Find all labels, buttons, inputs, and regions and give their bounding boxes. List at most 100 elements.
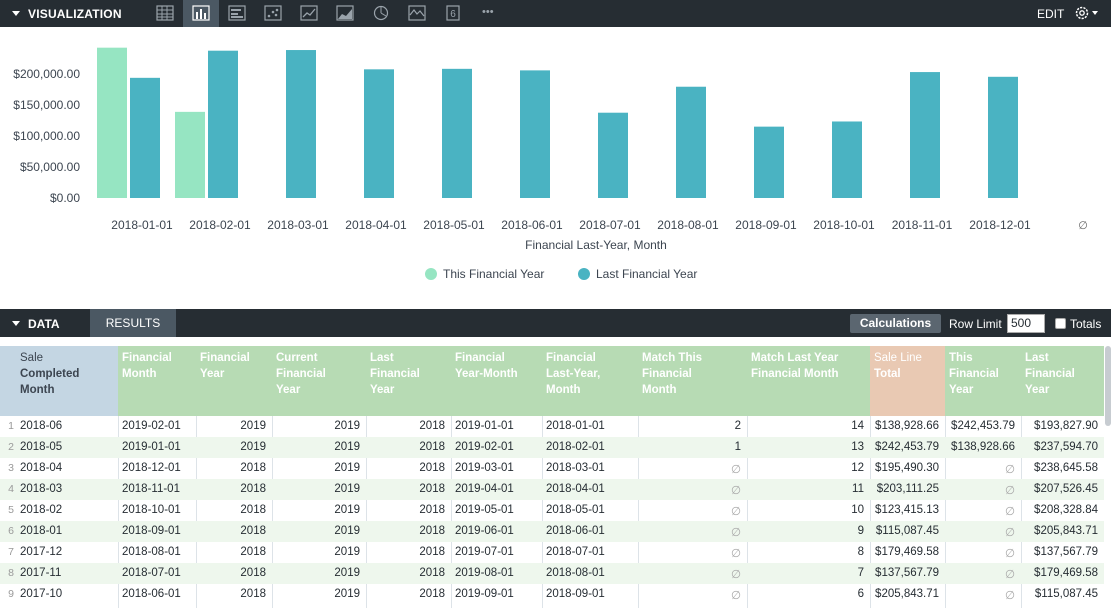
table-cell-sale-line-total: $123,415.13 <box>875 504 939 516</box>
vertical-scrollbar[interactable] <box>1105 346 1111 426</box>
table-cell-match-this-financial-month: ∅ <box>730 485 741 497</box>
column-divider <box>451 416 452 608</box>
table-cell-financial-last-year-month: 2018-08-01 <box>546 567 605 579</box>
table-cell-financial-month: 2019-01-01 <box>122 441 181 453</box>
table-row[interactable]: 1 2018-06 2019-02-01 2019 2019 2018 2019-01-01… <box>0 416 1104 437</box>
header-text: Last-Year, <box>546 368 601 380</box>
table-row[interactable]: 6 2018-01 2018-09-01 2018 2019 2018 2019-06-01… <box>0 521 1104 542</box>
table-cell-financial-year-month: 2019-08-01 <box>455 567 514 579</box>
header-text: Financial <box>200 352 250 364</box>
column-header-financial-year-month[interactable]: Financial Year-Month <box>451 346 542 416</box>
column-header-financial-year[interactable]: Financial Year <box>196 346 272 416</box>
column-chart-icon <box>192 5 210 21</box>
column-header-sale-completed-month[interactable]: Sale Completed Month <box>0 346 118 416</box>
x-tick-label: 2018-08-01 <box>657 218 719 232</box>
caret-down-icon <box>12 11 20 16</box>
column-header-match-last-year-financial-month[interactable]: Match Last Year Financial Month <box>747 346 870 416</box>
header-text: Month <box>122 368 157 380</box>
x-tick-label: 2018-07-01 <box>579 218 641 232</box>
bar-chart-icon <box>228 5 246 21</box>
table-cell-financial-last-year-month: 2018-05-01 <box>546 504 605 516</box>
table-cell-current-financial-year: 2019 <box>334 546 360 558</box>
row-limit-input[interactable]: 500 <box>1007 314 1045 333</box>
pie-viz-button[interactable] <box>363 0 399 27</box>
table-cell-match-last-year-financial-month: 7 <box>857 567 864 579</box>
header-text: Financial <box>949 368 999 380</box>
column-header-financial-month[interactable]: Financial Month <box>118 346 196 416</box>
single-value-viz-button[interactable]: 6 <box>435 0 471 27</box>
column-header-match-this-financial-month[interactable]: Match This Financial Month <box>638 346 747 416</box>
visualization-toggle[interactable]: VISUALIZATION <box>12 7 122 21</box>
table-cell-current-financial-year: 2019 <box>334 420 360 432</box>
row-number: 6 <box>8 525 14 537</box>
bar-last-financial-year <box>988 76 1018 198</box>
row-limit-label: Row Limit <box>949 317 1002 331</box>
table-row[interactable]: 8 2017-11 2018-07-01 2018 2019 2018 2019-08-01… <box>0 563 1104 584</box>
column-divider <box>747 416 748 608</box>
map-viz-button[interactable] <box>399 0 435 27</box>
table-cell-financial-year: 2018 <box>240 546 266 558</box>
legend-swatch <box>425 268 437 280</box>
row-number: 3 <box>8 462 14 474</box>
line-viz-button[interactable] <box>291 0 327 27</box>
table-cell-sale-completed-month: 2018-03 <box>20 483 63 495</box>
totals-checkbox[interactable] <box>1055 318 1066 329</box>
bar-last-financial-year <box>364 69 394 198</box>
column-header-last-financial-year-field[interactable]: Last Financial Year <box>366 346 451 416</box>
table-cell-sale-completed-month: 2018-02 <box>20 504 63 516</box>
table-row[interactable]: 3 2018-04 2018-12-01 2018 2019 2018 2019-03-01… <box>0 458 1104 479</box>
table-cell-financial-year: 2019 <box>240 441 266 453</box>
table-row[interactable]: 2 2018-05 2019-01-01 2019 2019 2018 2019-02-01… <box>0 437 1104 458</box>
table-cell-financial-last-year-month: 2018-03-01 <box>546 462 605 474</box>
y-tick-label: $0.00 <box>50 191 80 205</box>
table-cell-last-financial-year: $193,827.90 <box>1034 420 1098 432</box>
header-text: Month <box>642 384 677 396</box>
table-cell-this-financial-year: ∅ <box>1004 569 1015 581</box>
area-viz-button[interactable] <box>327 0 363 27</box>
table-cell-match-this-financial-month: ∅ <box>730 464 741 476</box>
header-text: Last <box>370 352 394 364</box>
table-row[interactable]: 4 2018-03 2018-11-01 2018 2019 2018 2019-04-01… <box>0 479 1104 500</box>
scatter-viz-button[interactable] <box>255 0 291 27</box>
table-cell-sale-completed-month: 2018-04 <box>20 462 63 474</box>
header-text: This <box>949 352 973 364</box>
column-divider <box>945 416 946 608</box>
bar-last-financial-year <box>208 50 238 198</box>
tab-results[interactable]: RESULTS <box>90 309 176 337</box>
row-number: 1 <box>8 420 14 432</box>
column-header-sale-line-total[interactable]: Sale Line Total <box>870 346 945 416</box>
visualization-toolbar: VISUALIZATION 6 ••• EDIT <box>0 0 1111 27</box>
column-header-current-financial-year[interactable]: Current Financial Year <box>272 346 366 416</box>
table-cell-match-last-year-financial-month: 10 <box>851 504 864 516</box>
column-header-this-financial-year[interactable]: This Financial Year <box>945 346 1021 416</box>
edit-button[interactable]: EDIT <box>1037 7 1065 21</box>
table-cell-financial-month: 2019-02-01 <box>122 420 181 432</box>
bar-viz-button[interactable] <box>219 0 255 27</box>
column-header-last-financial-year[interactable]: Last Financial Year <box>1021 346 1104 416</box>
table-row[interactable]: 9 2017-10 2018-06-01 2018 2019 2018 2019-09-01… <box>0 584 1104 605</box>
table-cell-match-last-year-financial-month: 13 <box>851 441 864 453</box>
calculations-button[interactable]: Calculations <box>850 314 941 333</box>
column-divider <box>118 416 119 608</box>
more-viz-button[interactable]: ••• <box>471 0 507 27</box>
column-header-financial-last-year-month[interactable]: Financial Last-Year, Month <box>542 346 638 416</box>
scatter-chart-icon <box>264 5 282 21</box>
row-number: 5 <box>8 504 14 516</box>
table-row[interactable]: 7 2017-12 2018-08-01 2018 2019 2018 2019-07-01… <box>0 542 1104 563</box>
legend-swatch <box>578 268 590 280</box>
y-tick-label: $150,000.00 <box>13 98 80 112</box>
table-cell-financial-year-month: 2019-05-01 <box>455 504 514 516</box>
table-cell-financial-year: 2018 <box>240 588 266 600</box>
table-row[interactable]: 5 2018-02 2018-10-01 2018 2019 2018 2019-05-01… <box>0 500 1104 521</box>
data-toggle[interactable]: DATA <box>12 317 60 331</box>
column-divider <box>870 416 871 608</box>
table-cell-financial-year-month: 2019-07-01 <box>455 546 514 558</box>
column-viz-button[interactable] <box>183 0 219 27</box>
table-cell-sale-completed-month: 2018-06 <box>20 420 63 432</box>
table-viz-button[interactable] <box>147 0 183 27</box>
table-cell-match-this-financial-month: ∅ <box>730 569 741 581</box>
settings-button[interactable] <box>1074 4 1102 27</box>
table-cell-match-last-year-financial-month: 9 <box>857 525 864 537</box>
table-cell-sale-completed-month: 2017-11 <box>20 567 62 579</box>
header-text: Financial <box>122 352 172 364</box>
